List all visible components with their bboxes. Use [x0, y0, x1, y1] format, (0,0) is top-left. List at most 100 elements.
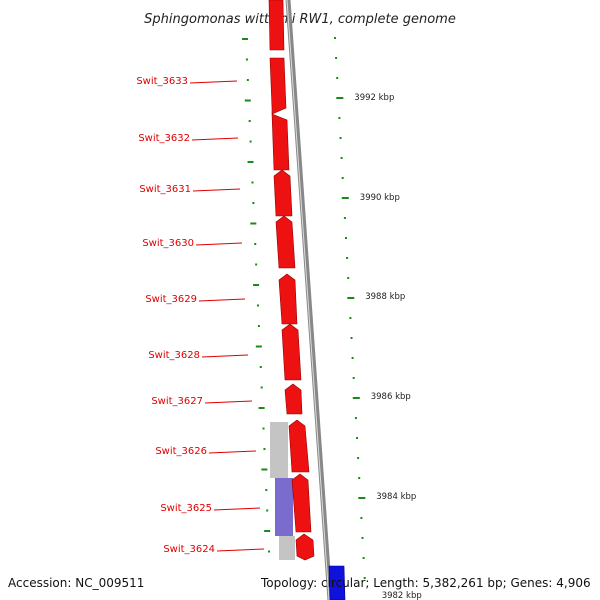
tick-mark [264, 530, 271, 532]
scale-tick [335, 57, 338, 59]
scale-tick [343, 217, 346, 219]
scale-tick [354, 417, 357, 419]
tick-mark [262, 427, 265, 430]
tick-mark [256, 304, 259, 307]
tick-mark [248, 120, 251, 122]
gene-label[interactable]: Swit_3632 [138, 133, 190, 144]
tick-mark [244, 99, 251, 102]
tick-mark [257, 325, 260, 327]
gene-label[interactable]: Swit_3624 [163, 544, 215, 555]
scale-tick [352, 377, 355, 379]
gene-leader-line [213, 507, 261, 511]
gene-label[interactable]: Swit_3630 [142, 238, 194, 249]
tick-mark [252, 202, 255, 204]
scale-tick [358, 497, 366, 499]
tick-mark [260, 386, 263, 389]
gene-label[interactable]: Swit_3625 [160, 503, 212, 514]
gene-arrow[interactable] [273, 169, 293, 217]
scale-tick [338, 117, 341, 119]
tick-mark [253, 284, 260, 286]
gene-arrow[interactable] [278, 273, 298, 325]
gene-label[interactable]: Swit_3629 [145, 294, 197, 305]
gene-leader-line [204, 400, 253, 404]
scale-tick [363, 577, 366, 579]
scale-tick [352, 397, 360, 399]
scale-tick [356, 437, 358, 439]
scale-tick [336, 77, 339, 79]
scale-tick [362, 557, 365, 559]
gene-track [268, 0, 346, 600]
gene-leader-line [189, 80, 238, 84]
gene-arrow[interactable] [288, 419, 310, 473]
scale-tick [350, 337, 353, 339]
tick-mark [255, 345, 262, 348]
scale-tick [345, 237, 347, 239]
gene-label[interactable]: Swit_3628 [148, 350, 200, 361]
scale-tick [334, 37, 336, 39]
tick-mark [265, 489, 268, 491]
scale-tick-track: 3992 kbp 3990 kbp 3988 kbp 3986 kbp 3984 kbp… [334, 37, 422, 600]
tick-mark [247, 161, 254, 163]
scale-tick [357, 457, 360, 459]
tick-mark [245, 58, 248, 61]
kbp-label: 3984 kbp [376, 492, 416, 502]
gene-leader-line [192, 188, 241, 192]
tick-mark [242, 38, 248, 40]
gene-leader-line [208, 450, 257, 454]
gene-arrow-reverse[interactable] [328, 565, 346, 600]
gene-leader-line [216, 548, 265, 552]
scale-tick [347, 277, 350, 279]
topology-text: Topology: circular; Length: 5,382,261 bp… [261, 576, 591, 590]
kbp-label: 3990 kbp [360, 193, 400, 203]
gene-leader-line [195, 242, 243, 246]
skew-segment [275, 478, 293, 536]
accession-text: Accession: NC_009511 [8, 576, 145, 590]
gene-arrow[interactable] [284, 383, 303, 415]
kbp-label: 3982 kbp [382, 591, 422, 600]
kbp-label: 3992 kbp [354, 93, 394, 103]
gene-arrow[interactable] [295, 533, 315, 561]
gene-arrow[interactable] [268, 0, 285, 51]
tick-mark [266, 509, 269, 512]
tick-mark [251, 181, 254, 184]
gene-label[interactable]: Swit_3633 [136, 76, 188, 87]
scale-tick [341, 197, 349, 199]
scale-tick [351, 357, 354, 359]
gene-arrow[interactable] [275, 215, 296, 269]
tick-mark [268, 550, 271, 553]
scale-tick [360, 517, 363, 519]
scale-tick [340, 157, 343, 159]
gene-leader-line [198, 298, 246, 302]
skew-segment [279, 536, 295, 560]
genome-title: Sphingomonas wittichii RW1, complete gen… [144, 12, 456, 27]
scale-tick [346, 257, 349, 259]
scale-tick [341, 177, 344, 179]
gene-arrow[interactable] [269, 57, 287, 115]
tick-mark [263, 448, 266, 450]
tick-mark [259, 366, 262, 368]
tick-mark [246, 79, 249, 81]
kbp-label: 3986 kbp [371, 392, 411, 402]
scale-tick [339, 137, 342, 139]
scale-tick [349, 317, 352, 319]
skew-segment [270, 422, 288, 478]
gene-label[interactable]: Swit_3626 [155, 446, 207, 457]
scale-tick [347, 297, 355, 299]
gene-label[interactable]: Swit_3627 [151, 396, 203, 407]
gene-arrow[interactable] [291, 473, 312, 533]
scale-tick [361, 537, 364, 539]
scale-tick [336, 97, 344, 99]
tick-mark [261, 468, 268, 471]
inner-tick-track [242, 38, 271, 553]
gene-leader-line [201, 354, 249, 358]
gene-label[interactable]: Swit_3631 [139, 184, 191, 195]
gene-arrow[interactable] [271, 113, 290, 171]
gene-leader-line [191, 137, 239, 141]
gene-labels: Swit_3633 Swit_3632 Swit_3631 Swit_3630 Swit… [136, 76, 265, 555]
kbp-label: 3988 kbp [365, 292, 405, 302]
gene-arrow[interactable] [281, 323, 302, 381]
tick-mark [249, 140, 252, 143]
tick-mark [255, 263, 258, 266]
tick-mark [258, 407, 265, 409]
